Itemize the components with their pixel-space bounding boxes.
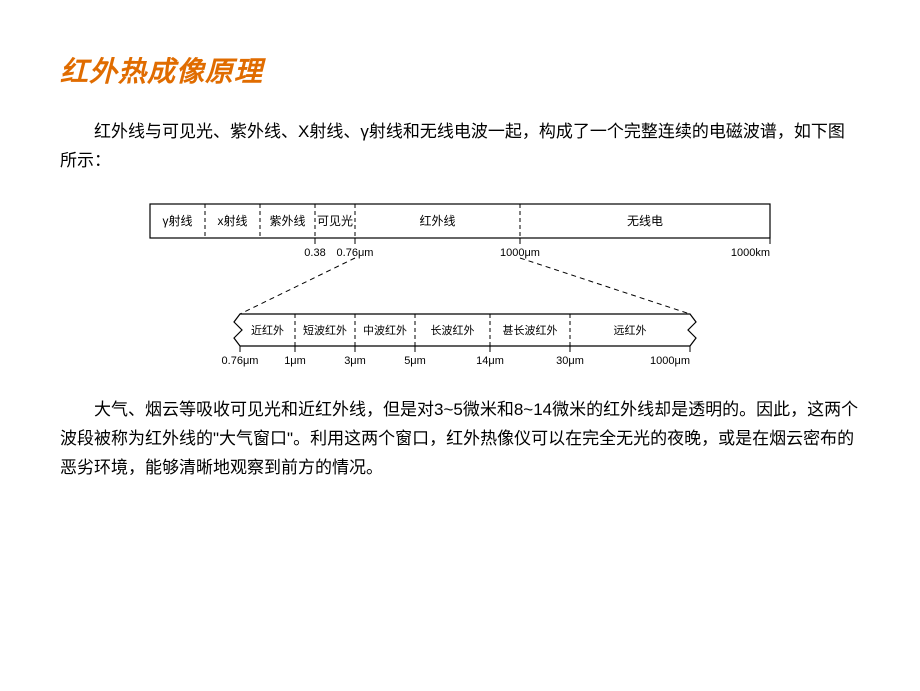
svg-text:中波红外: 中波红外: [363, 324, 407, 337]
svg-text:可见光: 可见光: [317, 214, 353, 228]
svg-text:1μm: 1μm: [284, 355, 306, 367]
svg-text:γ射线: γ射线: [162, 213, 192, 228]
svg-text:3μm: 3μm: [344, 355, 366, 367]
svg-text:x射线: x射线: [217, 213, 247, 228]
spectrum-svg: γ射线 x射线 紫外线可见光 红外线 无线电 0.38 0.76μm 1000μm 1000km…: [90, 196, 830, 376]
svg-text:近红外: 近红外: [251, 324, 284, 337]
svg-text:1000km: 1000km: [731, 247, 770, 259]
svg-text:甚长波红外: 甚长波红外: [503, 324, 558, 337]
svg-text:30μm: 30μm: [556, 355, 584, 367]
svg-text:1000μm: 1000μm: [650, 355, 690, 367]
page-title: 红外热成像原理: [60, 50, 860, 90]
svg-text:紫外线: 紫外线: [269, 214, 305, 228]
svg-text:无线电: 无线电: [627, 214, 663, 228]
spectrum-diagram: γ射线 x射线 紫外线可见光 红外线 无线电 0.38 0.76μm 1000μm 1000km…: [60, 196, 860, 376]
body-paragraph: 大气、烟云等吸收可见光和近红外线，但是对3~5微米和8~14微米的红外线却是透明…: [60, 396, 860, 483]
svg-text:长波红外: 长波红外: [431, 324, 475, 337]
svg-text:0.76μm: 0.76μm: [222, 355, 259, 367]
svg-text:1000μm: 1000μm: [500, 247, 540, 259]
intro-paragraph: 红外线与可见光、紫外线、X射线、γ射线和无线电波一起，构成了一个完整连续的电磁波…: [60, 118, 860, 176]
svg-text:14μm: 14μm: [476, 355, 504, 367]
svg-text:远红外: 远红外: [614, 324, 647, 337]
svg-text:5μm: 5μm: [404, 355, 426, 367]
svg-text:红外线: 红外线: [419, 213, 455, 228]
svg-text:0.38: 0.38: [304, 247, 325, 259]
svg-text:短波红外: 短波红外: [303, 323, 347, 337]
svg-text:0.76μm: 0.76μm: [337, 247, 374, 259]
